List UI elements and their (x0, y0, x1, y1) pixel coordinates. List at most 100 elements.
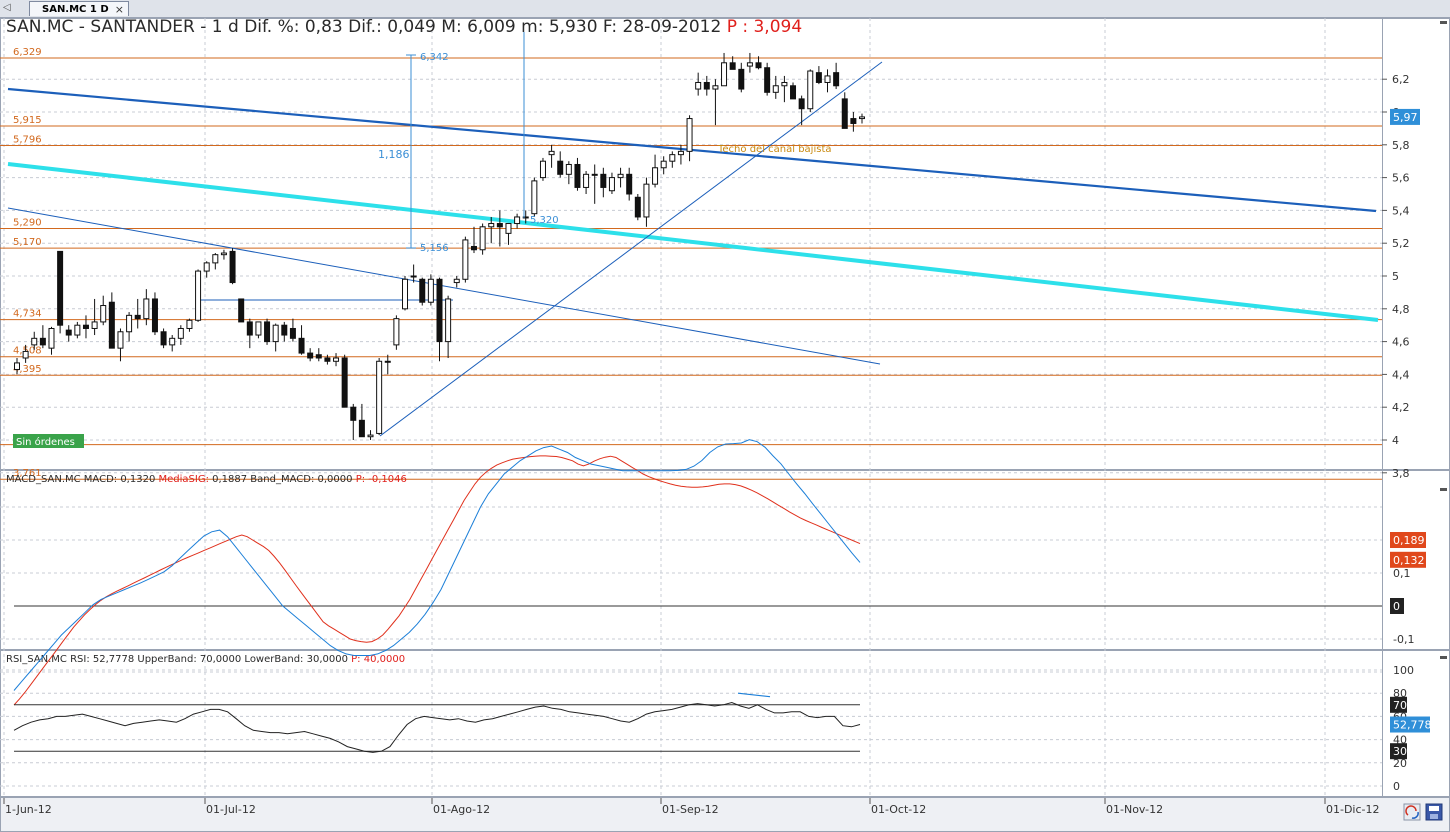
measure-tool[interactable]: 6,342 1,186 5,156 (378, 52, 449, 254)
stock-chart[interactable]: 6,3295,9155,7965,2905,1704,7344,5084,395… (0, 18, 1450, 832)
candle-body (324, 357, 331, 362)
candle-body (298, 337, 305, 354)
candle-body (643, 183, 650, 218)
level-label: 3,761 (13, 468, 42, 479)
candle-body (686, 118, 693, 152)
candle-body (548, 150, 555, 156)
candle-body (238, 298, 245, 323)
candle-body (108, 301, 115, 349)
candle-body (453, 278, 460, 284)
rsi-upper-tag: 70 (1393, 699, 1407, 712)
close-icon[interactable]: × (114, 3, 124, 16)
price-tick-label: 4,6 (1392, 336, 1410, 349)
price-tick-label: 4 (1392, 434, 1399, 447)
candle-body (652, 167, 659, 185)
macd-signal-line (13, 455, 861, 706)
candle-body (600, 173, 607, 188)
candle-body (755, 62, 762, 69)
rsi-lower-tag-bg (1390, 743, 1407, 760)
candle-body (764, 67, 771, 93)
date-tick-label: 01-Dic-12 (1326, 803, 1380, 816)
candle-body (539, 160, 546, 179)
date-axis-panel (0, 797, 1450, 832)
candle-body (126, 314, 133, 333)
price-tick-label: 4,4 (1392, 368, 1410, 381)
candle-body (22, 350, 29, 359)
price-tick-label: 5,4 (1392, 204, 1410, 217)
candle-body (91, 321, 98, 329)
candle-body (220, 252, 227, 256)
candle-body (634, 196, 641, 218)
level-label: 5,915 (13, 115, 42, 126)
candle-body (807, 70, 814, 110)
refresh-icon[interactable] (1403, 803, 1421, 821)
date-axis: 1-Jun-12 01-Jul-12 01-Ago-12 01-Sep-12 01-Oc… (3, 798, 1380, 816)
last-price-label: 5,97 (1393, 111, 1418, 124)
candle-body (255, 321, 262, 336)
candle-body (358, 419, 365, 438)
candle-body (333, 357, 340, 362)
panel-collapse-icons[interactable] (1440, 21, 1447, 659)
header-segment-3: P: -0,1046 (356, 474, 407, 485)
macd-value-tag: 0,132 (1393, 554, 1425, 567)
candle-body (746, 62, 753, 67)
candle-body (850, 118, 857, 124)
price-tick-label: 4,8 (1392, 303, 1410, 316)
candle-body (82, 324, 89, 329)
candle-body (341, 357, 348, 408)
candle-body (212, 254, 219, 264)
rsi-header: RSI_SAN.MC RSI: 52,7778 UpperBand: 70,00… (6, 654, 405, 665)
cyan-trend-line (7, 162, 1379, 322)
candle-body (470, 245, 477, 251)
marker-5320[interactable]: 5,320 (523, 32, 559, 226)
candle-body (669, 154, 676, 162)
candle-body (419, 278, 426, 303)
price-tick-label: 5,2 (1392, 237, 1410, 250)
save-icon[interactable] (1425, 803, 1443, 821)
candle-body (134, 314, 141, 320)
tab-san-mc[interactable]: SAN.MC 1 D × (29, 1, 129, 16)
rsi-tick-label: 100 (1393, 664, 1414, 677)
last-price-tag (1390, 108, 1420, 125)
tab-scroll-left-icon[interactable]: ◁ (3, 2, 11, 13)
candle-body (772, 85, 779, 93)
date-tick-label: 1-Jun-12 (5, 803, 52, 816)
date-tick-label: 01-Sep-12 (662, 803, 719, 816)
sin-ordenes-badge[interactable]: Sin órdenes (13, 434, 84, 448)
header-segment-1: P : 3,094 (727, 18, 802, 37)
level-label: 4,395 (13, 364, 42, 375)
candle-body (505, 223, 512, 234)
candle-body (100, 305, 107, 323)
candle-body (177, 327, 184, 339)
channel-note: Techo del canal bajista (717, 144, 832, 155)
candle-body (203, 262, 210, 272)
candle-body (31, 337, 38, 346)
candle-body (160, 331, 167, 346)
candle-body (514, 216, 521, 225)
rsi-divergence-line (737, 692, 771, 698)
candle-body (496, 223, 503, 228)
candle-body (350, 406, 357, 421)
candle-body (272, 324, 279, 343)
candle-body (143, 298, 150, 320)
date-tick-label: 01-Ago-12 (433, 803, 490, 816)
candle-body (39, 337, 46, 346)
candle-body (583, 173, 590, 188)
candle-body (660, 160, 667, 169)
candle-body (376, 360, 383, 434)
macd-signal-tag-bg (1390, 532, 1426, 548)
rsi-lower-tag: 30 (1393, 745, 1407, 758)
candle-body (479, 226, 486, 251)
date-tick-label: 01-Jul-12 (206, 803, 256, 816)
candle-body (815, 72, 822, 83)
candle-body (729, 62, 736, 70)
macd-panel (0, 470, 1450, 650)
level-label: 5,170 (13, 237, 42, 248)
measure-diff-label: 1,186 (378, 148, 410, 161)
candle-body (281, 324, 288, 336)
candle-body (151, 298, 158, 333)
tab-bar: ◁ SAN.MC 1 D × (0, 0, 1450, 18)
candle-body (626, 173, 633, 195)
candle-body (65, 329, 72, 336)
